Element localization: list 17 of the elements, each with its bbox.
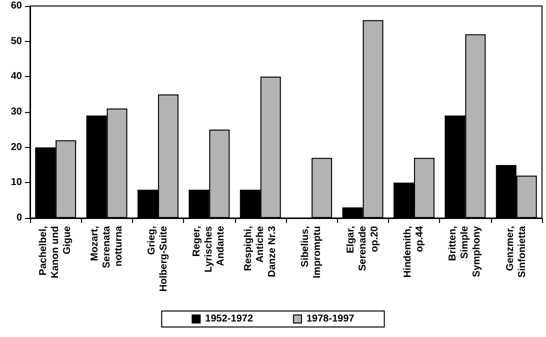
x-tick-label: Mozart, Serenata notturna	[89, 226, 124, 268]
x-tick-label: Respighi, Antiche Danze Nr.3	[242, 226, 278, 278]
x-tick-label: Pachelbel, Kanon und Gigue	[38, 226, 74, 278]
y-tick-label: 60	[10, 0, 22, 12]
y-tick-label: 10	[10, 177, 22, 188]
y-tick-label: 40	[10, 71, 22, 82]
x-tick-label: Hindemith, op.44	[402, 226, 426, 278]
legend-label: 1952-1972	[205, 314, 254, 324]
y-tick-label: 20	[10, 142, 22, 153]
y-tick-label: 0	[16, 212, 22, 224]
x-tick-label: Sibelius, Impromptu	[300, 226, 324, 278]
legend-label: 1978-1997	[306, 314, 355, 324]
x-tick-label: Elgar, Serenade op.20	[345, 226, 380, 272]
y-tick-label: 50	[10, 36, 22, 47]
x-tick-label: Reger, Lyrisches Andante	[192, 226, 227, 272]
x-tick-label: Genzmer, Sinfonietta	[504, 226, 528, 278]
y-tick-label: 30	[10, 106, 22, 118]
